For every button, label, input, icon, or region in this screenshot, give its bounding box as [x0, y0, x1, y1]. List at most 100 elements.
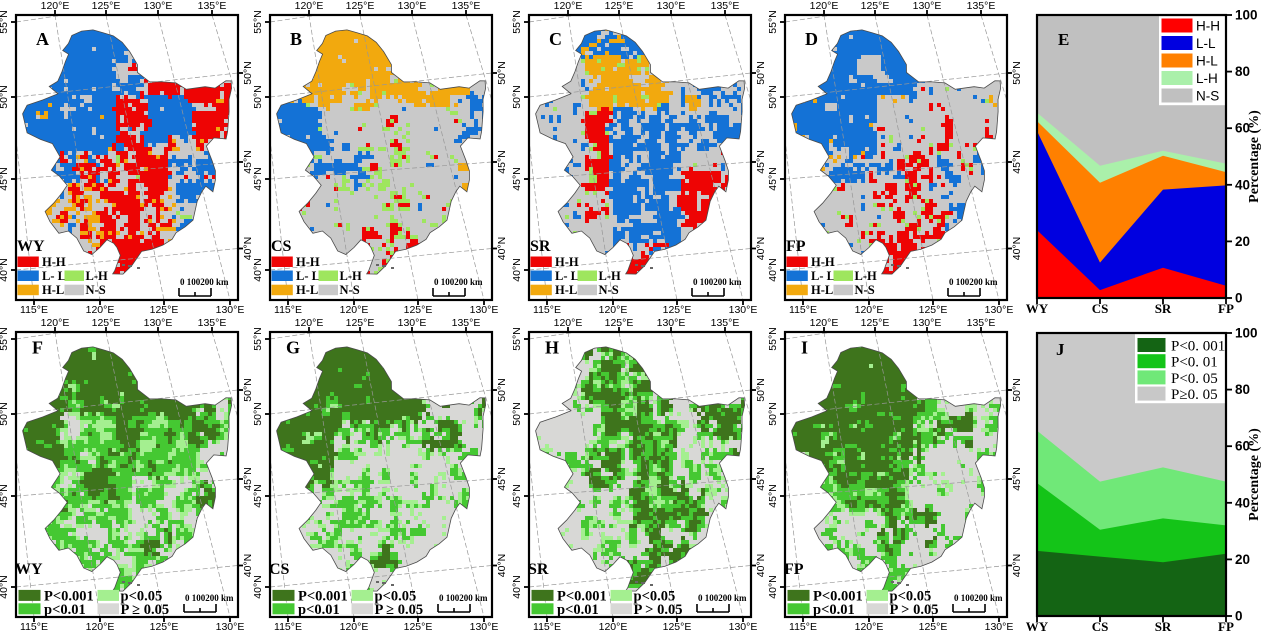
- svg-text:55°N: 55°N: [767, 327, 779, 350]
- svg-text:FP: FP: [1218, 619, 1234, 634]
- svg-text:60: 60: [1235, 121, 1250, 136]
- svg-text:100: 100: [1235, 326, 1258, 341]
- svg-text:100: 100: [1235, 8, 1258, 23]
- svg-text:115°E: 115°E: [789, 621, 817, 633]
- svg-text:45°N: 45°N: [496, 150, 508, 173]
- svg-text:H-H: H-H: [811, 255, 835, 269]
- svg-text:L-H: L-H: [86, 269, 109, 283]
- svg-text:p<0.01: p<0.01: [298, 602, 340, 618]
- svg-text:120°E: 120°E: [855, 304, 884, 316]
- svg-text:45°N: 45°N: [767, 167, 779, 190]
- svg-text:125°E: 125°E: [346, 0, 375, 12]
- svg-text:N-S: N-S: [1196, 89, 1219, 104]
- svg-text:130°E: 130°E: [657, 0, 686, 12]
- svg-text:55°N: 55°N: [767, 10, 779, 33]
- svg-text:45°N: 45°N: [242, 150, 254, 173]
- svg-text:H-H: H-H: [42, 255, 66, 269]
- svg-text:125°E: 125°E: [404, 621, 433, 633]
- svg-text:115°E: 115°E: [20, 621, 48, 633]
- svg-text:80: 80: [1235, 64, 1250, 79]
- svg-text:40°N: 40°N: [242, 554, 254, 577]
- svg-text:50°N: 50°N: [252, 402, 264, 425]
- svg-text:130°E: 130°E: [398, 317, 427, 329]
- svg-text:125°E: 125°E: [861, 317, 890, 329]
- svg-text:50°N: 50°N: [511, 85, 523, 108]
- svg-text:FP: FP: [786, 238, 806, 255]
- svg-text:45°N: 45°N: [755, 467, 767, 490]
- svg-text:40°N: 40°N: [0, 258, 10, 281]
- svg-text:45°N: 45°N: [1011, 150, 1023, 173]
- svg-text:P > 0.05: P > 0.05: [634, 602, 683, 618]
- svg-text:CS: CS: [1092, 619, 1109, 634]
- svg-text:50°N: 50°N: [0, 402, 10, 425]
- svg-text:120°E: 120°E: [599, 304, 628, 316]
- svg-text:130°E: 130°E: [216, 621, 245, 633]
- svg-text:120°E: 120°E: [810, 0, 839, 12]
- svg-text:40: 40: [1235, 177, 1250, 192]
- svg-text:125°E: 125°E: [663, 621, 692, 633]
- svg-text:FP: FP: [1218, 301, 1234, 316]
- svg-text:115°E: 115°E: [274, 304, 302, 316]
- svg-text:45°N: 45°N: [1011, 467, 1023, 490]
- svg-text:120°E: 120°E: [41, 0, 70, 12]
- svg-text:20: 20: [1235, 234, 1250, 249]
- svg-text:p<0.05: p<0.05: [890, 588, 932, 604]
- svg-text:N-S: N-S: [340, 283, 360, 297]
- svg-text:130°E: 130°E: [470, 304, 499, 316]
- svg-text:45°N: 45°N: [0, 167, 10, 190]
- svg-text:135°E: 135°E: [452, 0, 481, 12]
- svg-text:P<0. 05: P<0. 05: [1171, 371, 1218, 387]
- svg-text:135°E: 135°E: [198, 0, 227, 12]
- svg-text:80: 80: [1235, 382, 1250, 397]
- svg-text:40: 40: [1235, 495, 1250, 510]
- svg-text:40°N: 40°N: [496, 554, 508, 577]
- svg-text:0: 0: [1235, 609, 1243, 624]
- svg-text:120°E: 120°E: [41, 317, 70, 329]
- svg-text:0 100200 km: 0 100200 km: [949, 277, 998, 287]
- svg-text:130°E: 130°E: [144, 0, 173, 12]
- svg-text:0 100200 km: 0 100200 km: [434, 277, 483, 287]
- svg-text:125°E: 125°E: [861, 0, 890, 12]
- svg-text:40°N: 40°N: [252, 258, 264, 281]
- svg-text:125°E: 125°E: [919, 621, 948, 633]
- svg-text:45°N: 45°N: [252, 484, 264, 507]
- svg-text:50°N: 50°N: [767, 85, 779, 108]
- svg-text:45°N: 45°N: [767, 484, 779, 507]
- svg-text:H-L: H-L: [811, 283, 833, 297]
- svg-text:H-L: H-L: [296, 283, 318, 297]
- svg-text:125°E: 125°E: [919, 304, 948, 316]
- svg-text:L-H: L-H: [1196, 71, 1218, 86]
- svg-text:40°N: 40°N: [242, 237, 254, 260]
- svg-text:p<0.01: p<0.01: [44, 602, 86, 618]
- svg-text:P<0. 01: P<0. 01: [1171, 355, 1218, 371]
- svg-text:p<0.01: p<0.01: [557, 602, 599, 618]
- svg-text:F: F: [32, 338, 43, 358]
- svg-text:40°N: 40°N: [755, 237, 767, 260]
- svg-text:55°N: 55°N: [0, 327, 10, 350]
- svg-text:L-H: L-H: [340, 269, 363, 283]
- svg-text:H: H: [545, 338, 559, 358]
- svg-text:55°N: 55°N: [511, 10, 523, 33]
- svg-text:125°E: 125°E: [605, 0, 634, 12]
- svg-text:135°E: 135°E: [452, 317, 481, 329]
- svg-text:50°N: 50°N: [767, 402, 779, 425]
- svg-text:SR: SR: [1155, 619, 1172, 634]
- svg-text:50°N: 50°N: [1011, 61, 1023, 84]
- svg-text:CS: CS: [1092, 301, 1109, 316]
- svg-text:120°E: 120°E: [86, 304, 115, 316]
- svg-text:40°N: 40°N: [496, 237, 508, 260]
- svg-text:CS: CS: [269, 561, 290, 578]
- svg-text:125°E: 125°E: [92, 0, 121, 12]
- svg-text:130°E: 130°E: [985, 304, 1014, 316]
- svg-text:130°E: 130°E: [144, 317, 173, 329]
- svg-text:135°E: 135°E: [967, 0, 996, 12]
- svg-text:120°E: 120°E: [554, 317, 583, 329]
- svg-text:0 100200 km: 0 100200 km: [698, 593, 747, 603]
- svg-text:45°N: 45°N: [511, 484, 523, 507]
- svg-text:45°N: 45°N: [242, 467, 254, 490]
- svg-text:50°N: 50°N: [242, 61, 254, 84]
- svg-text:SR: SR: [530, 238, 551, 255]
- svg-text:55°N: 55°N: [252, 327, 264, 350]
- svg-text:20: 20: [1235, 552, 1250, 567]
- svg-text:I: I: [801, 338, 808, 358]
